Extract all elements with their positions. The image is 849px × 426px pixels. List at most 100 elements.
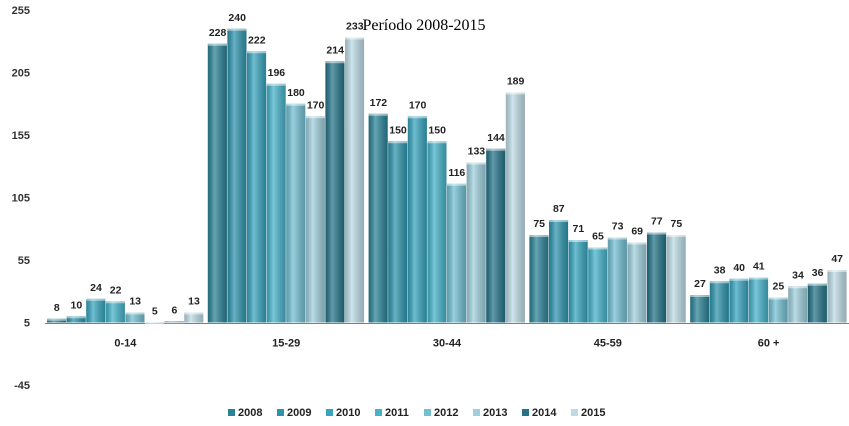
bar-highlight (227, 28, 247, 31)
data-label: 75 (533, 218, 545, 230)
data-label: 10 (71, 299, 83, 311)
bar-shading (788, 286, 808, 323)
bar-highlight (749, 277, 769, 280)
bar-shading (729, 278, 749, 323)
data-label: 87 (553, 203, 565, 215)
data-label: 34 (792, 269, 804, 281)
category-label: 0-14 (114, 338, 137, 350)
category-label: 15-29 (272, 338, 300, 350)
bar-highlight (184, 312, 204, 315)
bar-highlight (407, 116, 427, 119)
legend-swatch (228, 409, 235, 416)
bar-shading (305, 116, 325, 323)
bar-shading (66, 316, 86, 323)
data-label: 172 (370, 97, 388, 109)
legend-label: 2011 (385, 407, 409, 419)
category-label: 60 + (758, 338, 780, 350)
data-label: 214 (326, 44, 344, 56)
chart-title: Período 2008-2015 (362, 17, 485, 34)
bar-shading (184, 312, 204, 323)
bar-highlight (466, 162, 486, 165)
bar-highlight (568, 240, 588, 242)
bar-shading (768, 297, 788, 323)
bar-highlight (86, 298, 106, 301)
bar-highlight (325, 61, 345, 64)
y-tick-label: -45 (14, 380, 30, 392)
bar-shading (690, 295, 710, 323)
y-tick-label: 55 (18, 255, 30, 267)
data-label: 27 (694, 278, 706, 290)
data-label: 65 (592, 231, 604, 243)
bar-shading (827, 270, 847, 323)
legend-label: 2014 (532, 407, 557, 419)
bar-highlight (827, 270, 847, 272)
bar-highlight (266, 83, 286, 86)
category-label: 30-44 (433, 338, 462, 350)
bar-highlight (247, 51, 267, 54)
legend-label: 2013 (483, 407, 507, 419)
bar-shading (247, 51, 267, 323)
data-label: 240 (228, 12, 246, 24)
legend-swatch (375, 409, 382, 416)
bar-shading (266, 83, 286, 323)
y-tick-label: 255 (12, 5, 30, 17)
bar-shading (388, 141, 408, 323)
legend-label: 2010 (336, 407, 360, 419)
data-label: 144 (487, 132, 505, 144)
bar-highlight (729, 278, 749, 281)
bar-highlight (47, 318, 67, 321)
bar-highlight (505, 92, 525, 95)
bar-highlight (368, 113, 388, 116)
data-label: 69 (631, 226, 643, 238)
data-label: 8 (54, 302, 60, 314)
bar-highlight (807, 283, 827, 286)
legend: 2008 2009 2010 2011 2012 2013 2014 2015 (228, 407, 605, 419)
bar-highlight (788, 286, 808, 289)
data-label: 170 (409, 99, 427, 111)
data-label: 24 (90, 282, 102, 294)
data-label: 22 (110, 284, 122, 296)
data-label: 38 (714, 264, 726, 276)
data-label: 47 (831, 253, 843, 265)
bar-highlight (145, 322, 165, 325)
bar-shading (105, 301, 125, 323)
bar-shading (86, 298, 106, 323)
data-label: 180 (287, 87, 305, 99)
data-label: 41 (753, 261, 765, 273)
legend-label: 2008 (238, 407, 262, 419)
legend-label: 2015 (581, 407, 605, 419)
data-label: 116 (448, 167, 465, 179)
bar-highlight (709, 281, 729, 284)
bar-shading (325, 61, 345, 323)
data-label: 5 (152, 306, 158, 318)
legend-swatch (326, 409, 333, 416)
data-label: 170 (307, 99, 325, 111)
bar-highlight (647, 232, 667, 235)
category-label: 45-59 (594, 338, 622, 350)
bar-highlight (388, 141, 408, 144)
bar-shading (568, 240, 588, 323)
bar-highlight (105, 301, 125, 304)
bar-highlight (768, 297, 788, 300)
bar-shading (207, 43, 227, 323)
data-label: 196 (268, 67, 286, 79)
y-tick-label: 155 (12, 130, 30, 142)
data-label: 77 (651, 216, 663, 228)
data-label: 6 (171, 304, 177, 316)
data-label: 13 (129, 296, 141, 308)
bar-shading (368, 113, 388, 323)
legend-swatch (522, 409, 529, 416)
data-label: 73 (612, 221, 624, 233)
data-label: 40 (733, 262, 745, 274)
data-label: 36 (812, 267, 824, 279)
bar-shading (749, 277, 769, 323)
bar-highlight (66, 316, 86, 319)
legend-label: 2012 (434, 407, 458, 419)
data-label: 150 (428, 124, 446, 136)
data-label: 133 (468, 146, 486, 158)
bar-highlight (529, 235, 549, 237)
data-label: 71 (573, 223, 585, 235)
